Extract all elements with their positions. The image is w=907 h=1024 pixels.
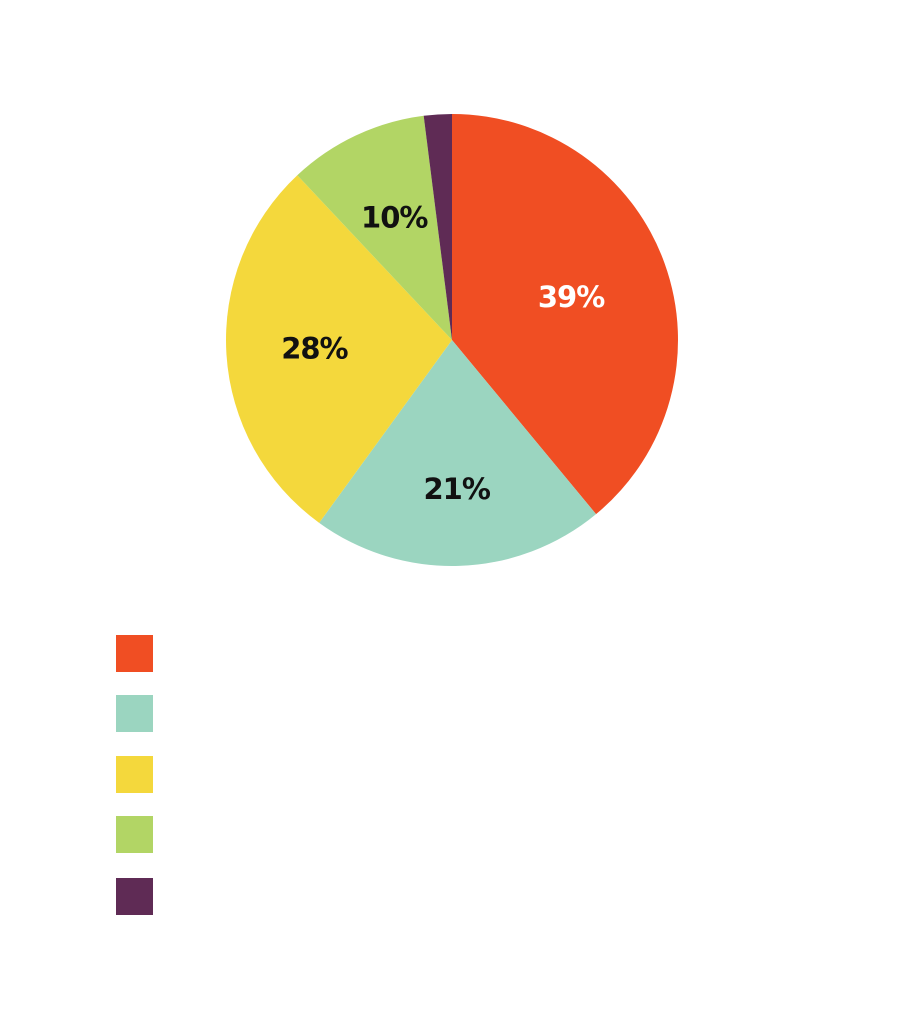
pie-slice-4 [297, 115, 452, 340]
legend-swatch-2 [116, 695, 153, 732]
pie-slices [226, 114, 678, 567]
pie-slice-2 [319, 340, 597, 567]
pie-slice-5 [423, 114, 452, 340]
pie-slice-label-2: 21% [423, 472, 490, 506]
pie-labels: 39% 21% 28% 10% [281, 200, 606, 506]
legend-swatch-5 [116, 878, 153, 915]
pie-slice-label-3: 28% [281, 332, 348, 366]
pie-chart: 39% 21% 28% 10% [226, 114, 678, 567]
legend-swatch-3 [116, 756, 153, 793]
pie-slice-label-4: 10% [361, 200, 428, 234]
legend-swatch-1 [116, 635, 153, 672]
pie-slice-label-1: 39% [538, 280, 605, 314]
legend-swatch-4 [116, 816, 153, 853]
pie-slice-3 [226, 175, 452, 523]
pie-slice-1 [452, 114, 678, 515]
